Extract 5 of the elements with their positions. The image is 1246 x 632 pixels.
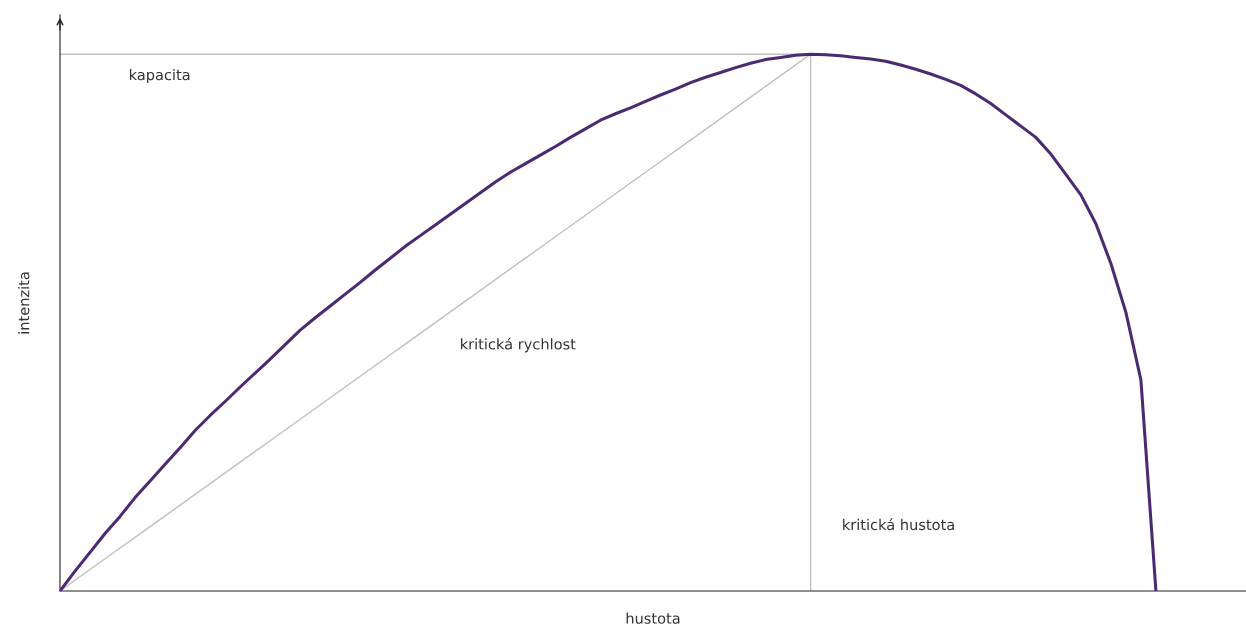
y-axis-title: intenzita	[18, 272, 30, 334]
annotation: kritická hustota	[843, 518, 954, 531]
x-axis-title: hustota	[626, 612, 680, 624]
annotation: kapacita	[129, 69, 190, 84]
annotation: kritická rychlost	[461, 337, 576, 353]
